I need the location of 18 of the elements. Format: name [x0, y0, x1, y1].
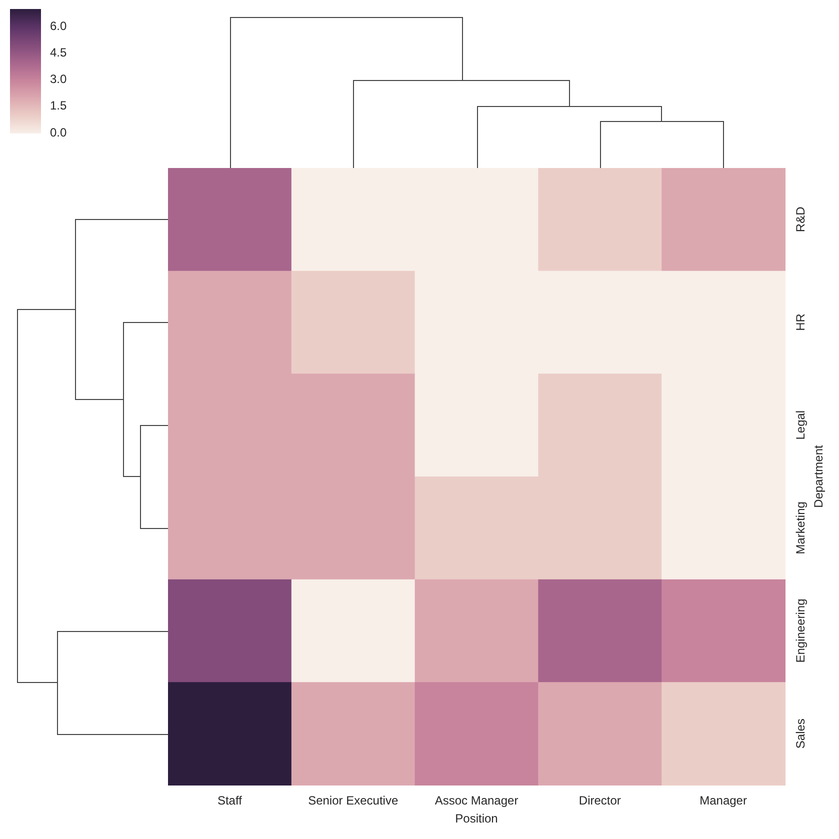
y-tick-label: R&D [793, 206, 808, 232]
y-axis-title: Department [811, 444, 826, 508]
x-tick-label: Manager [700, 793, 747, 808]
x-tick-label: Director [578, 793, 621, 808]
y-tick-label: HR [793, 313, 808, 331]
color-bar-label: 4.5 [50, 46, 68, 60]
color-bar-label: 0.0 [50, 125, 68, 140]
y-tick-label: Engineering [793, 598, 808, 663]
x-tick-label: Senior Executive [308, 793, 398, 808]
x-axis-title: Position [455, 811, 498, 826]
color-bar-label: 1.5 [50, 98, 68, 113]
y-tick-label: Marketing [793, 502, 808, 554]
x-tick-label: Assoc Manager [434, 793, 518, 808]
color-bar-label: 3.0 [50, 72, 68, 86]
y-tick-label: Sales [793, 718, 808, 749]
y-tick-label: Legal [793, 410, 808, 440]
x-tick-label: Staff [217, 793, 243, 808]
color-bar-label: 6.0 [50, 19, 68, 34]
